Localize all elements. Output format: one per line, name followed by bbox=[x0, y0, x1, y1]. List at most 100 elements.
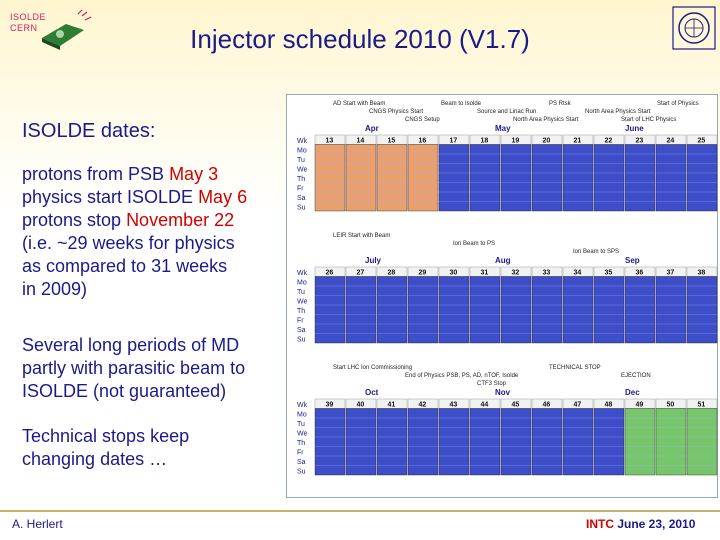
calendar-week-column bbox=[345, 408, 377, 476]
calendar-week-number: 39 bbox=[326, 402, 334, 409]
calendar-day-label: Th bbox=[297, 176, 305, 183]
injector-schedule-calendar: AD Start with Beam CNGS Physics Start CNGS… bbox=[286, 94, 718, 498]
calendar-week-column bbox=[624, 408, 656, 476]
calendar-month-label: Apr bbox=[365, 124, 379, 133]
calendar-week-column bbox=[593, 144, 625, 212]
calendar-annotation: End of Physics PSB, PS, AD, nTOF, Isolde bbox=[405, 373, 519, 379]
isolde-dates-heading: ISOLDE dates: bbox=[22, 120, 156, 142]
logo-text-cern: CERN bbox=[10, 23, 38, 33]
calendar-day-label: We bbox=[297, 299, 307, 306]
calendar-month-label: Nov bbox=[495, 388, 511, 397]
calendar-day-label: Sa bbox=[297, 195, 306, 202]
calendar-week-column bbox=[500, 408, 532, 476]
footer-meeting: INTC June 23, 2010 bbox=[586, 517, 696, 531]
calendar-day-label: Th bbox=[297, 440, 305, 447]
calendar-week-number: 23 bbox=[636, 138, 644, 145]
calendar-week-number: 40 bbox=[357, 402, 365, 409]
calendar-week-column bbox=[376, 144, 408, 212]
calendar-week-column bbox=[531, 408, 563, 476]
weeks-line-1: (i.e. ~29 weeks for physics bbox=[22, 233, 235, 253]
weeks-line-2: as compared to 31 weeks bbox=[22, 256, 228, 276]
calendar-week-number: 16 bbox=[419, 138, 427, 145]
calendar-day-label: Sa bbox=[297, 327, 306, 334]
protons-start-line: protons from PSB May 3 bbox=[22, 164, 219, 184]
calendar-graphic: AD Start with Beam CNGS Physics Start CNGS… bbox=[297, 101, 718, 476]
technical-stops-block: Technical stops keep changing dates … bbox=[22, 426, 190, 469]
calendar-week-column bbox=[686, 144, 718, 212]
calendar-week-column bbox=[531, 276, 563, 344]
calendar-day-label: Tu bbox=[297, 421, 305, 428]
calendar-day-label: Tu bbox=[297, 289, 305, 296]
calendar-annotation: Beam to Isolde bbox=[441, 101, 482, 107]
calendar-week-number: 26 bbox=[326, 270, 334, 277]
calendar-annotation: EJECTION bbox=[621, 373, 651, 379]
calendar-week-number: 43 bbox=[450, 402, 458, 409]
isolde-logo-graphic bbox=[42, 9, 92, 50]
calendar-week-column bbox=[376, 276, 408, 344]
calendar-week-number: 47 bbox=[574, 402, 582, 409]
calendar-week-column bbox=[469, 276, 501, 344]
calendar-annotation: Start of LHC Physics bbox=[621, 117, 676, 123]
physics-start-line: physics start ISOLDE May 6 bbox=[22, 187, 248, 207]
calendar-week-column bbox=[655, 144, 687, 212]
calendar-week-column bbox=[562, 408, 594, 476]
calendar-week-number: 34 bbox=[574, 270, 582, 277]
calendar-week-number: 21 bbox=[574, 138, 582, 145]
calendar-annotation: Source and Linac Run bbox=[477, 109, 536, 115]
calendar-week-number: 37 bbox=[667, 270, 675, 277]
calendar-month-label: May bbox=[495, 124, 511, 133]
calendar-day-label: Tu bbox=[297, 157, 305, 164]
calendar-week-number: 24 bbox=[667, 138, 675, 145]
cern-logo bbox=[672, 6, 716, 50]
calendar-day-label: Mo bbox=[297, 280, 307, 287]
calendar-week-number: 22 bbox=[605, 138, 613, 145]
calendar-week-number: 14 bbox=[357, 138, 365, 145]
calendar-week-column bbox=[624, 276, 656, 344]
calendar-annotation: Start LHC Ion Commissioning bbox=[333, 365, 412, 371]
calendar-month-label: Dec bbox=[625, 388, 640, 397]
calendar-week-number: 31 bbox=[481, 270, 489, 277]
calendar-annotation: PS Rtsk bbox=[549, 101, 572, 107]
weeks-line-3: in 2009) bbox=[22, 279, 88, 299]
calendar-annotation: AD Start with Beam bbox=[333, 101, 385, 107]
calendar-day-label: Su bbox=[297, 205, 306, 212]
calendar-month-label: Aug bbox=[495, 256, 511, 265]
footer-divider bbox=[0, 510, 720, 512]
calendar-week-column bbox=[314, 408, 346, 476]
page-title: Injector schedule 2010 (V1.7) bbox=[190, 24, 530, 54]
calendar-week-column bbox=[407, 408, 439, 476]
protons-stop-line: protons stop November 22 bbox=[22, 210, 235, 230]
calendar-week-number: 50 bbox=[667, 402, 675, 409]
calendar-week-column bbox=[686, 408, 718, 476]
calendar-day-label: Wk bbox=[297, 270, 308, 277]
calendar-day-label: We bbox=[297, 431, 307, 438]
calendar-week-number: 49 bbox=[636, 402, 644, 409]
calendar-week-column bbox=[655, 408, 687, 476]
calendar-week-column bbox=[500, 144, 532, 212]
calendar-week-column bbox=[438, 144, 470, 212]
calendar-annotation: Start of Physics bbox=[657, 101, 699, 107]
calendar-day-label: Th bbox=[297, 308, 305, 315]
dates-list: protons from PSB May 3 physics start ISO… bbox=[22, 163, 247, 301]
calendar-week-number: 41 bbox=[388, 402, 396, 409]
calendar-week-column bbox=[376, 408, 408, 476]
calendar-week-column bbox=[407, 276, 439, 344]
calendar-week-column bbox=[469, 144, 501, 212]
md-periods-block: Several long periods of MD partly with p… bbox=[22, 335, 246, 401]
calendar-month-label: Oct bbox=[365, 388, 379, 397]
calendar-week-number: 44 bbox=[481, 402, 489, 409]
calendar-week-number: 15 bbox=[388, 138, 396, 145]
calendar-month-label: June bbox=[625, 124, 644, 133]
calendar-week-column bbox=[345, 144, 377, 212]
calendar-week-number: 35 bbox=[605, 270, 613, 277]
calendar-day-label: Fr bbox=[297, 318, 304, 325]
calendar-week-number: 17 bbox=[450, 138, 458, 145]
calendar-week-number: 19 bbox=[512, 138, 520, 145]
calendar-week-number: 51 bbox=[698, 402, 706, 409]
calendar-week-number: 36 bbox=[636, 270, 644, 277]
calendar-day-label: Wk bbox=[297, 402, 308, 409]
calendar-week-number: 42 bbox=[419, 402, 427, 409]
calendar-annotation: CTF3 Stop bbox=[477, 381, 507, 387]
calendar-day-label: Wk bbox=[297, 138, 308, 145]
logo-text-isolde: ISOLDE bbox=[10, 12, 47, 22]
